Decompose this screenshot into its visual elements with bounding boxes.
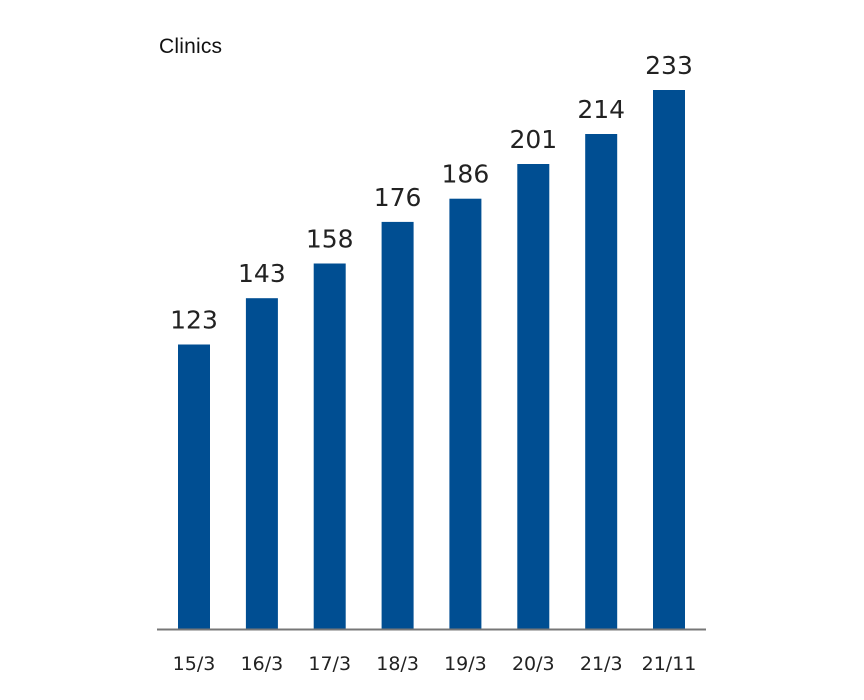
value-label-21/11: 233: [645, 51, 693, 80]
x-tick-label-21/11: 21/11: [642, 653, 697, 675]
bar-20/3: [517, 164, 550, 629]
x-tick-label-20/3: 20/3: [512, 653, 555, 675]
value-label-20/3: 201: [509, 125, 557, 154]
x-tick-labels-layer: 15/3 16/3 17/3 18/3 19/3 20/3 21/3 21/11: [173, 653, 697, 675]
value-label-21/3: 214: [577, 95, 625, 124]
bars-layer: [178, 90, 685, 629]
bar-17/3: [313, 263, 346, 629]
bar-15/3: [178, 344, 210, 629]
bar-21/3: [585, 134, 618, 629]
x-tick-label-16/3: 16/3: [241, 653, 284, 675]
bar-16/3: [245, 298, 278, 629]
value-label-16/3: 143: [238, 259, 286, 288]
x-tick-label-15/3: 15/3: [173, 653, 216, 675]
value-labels-layer: 123 143 158 176 186 201 214 233: [170, 51, 693, 335]
bar-19/3: [449, 198, 482, 629]
chart-title: Clinics: [159, 35, 223, 58]
x-tick-label-17/3: 17/3: [308, 653, 351, 675]
value-label-18/3: 176: [374, 183, 422, 212]
x-tick-label-21/3: 21/3: [580, 653, 623, 675]
bar-18/3: [381, 221, 414, 629]
value-label-19/3: 186: [442, 160, 490, 189]
x-tick-label-18/3: 18/3: [376, 653, 419, 675]
value-label-17/3: 158: [306, 225, 354, 254]
value-label-15/3: 123: [170, 306, 218, 335]
x-tick-label-19/3: 19/3: [444, 653, 487, 675]
bar-21/11: [653, 90, 685, 629]
